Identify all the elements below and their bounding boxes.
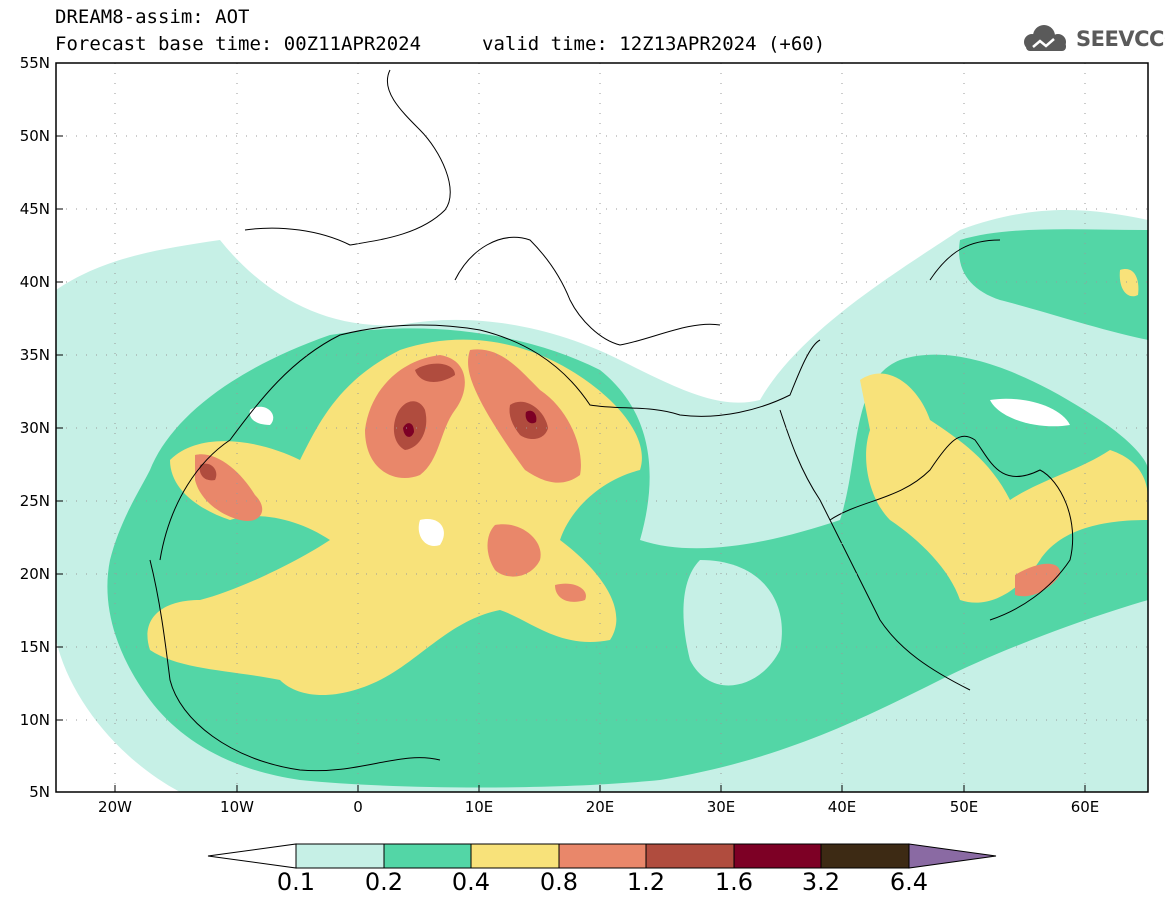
colorbar-segment: [558, 843, 647, 869]
colorbar-label: 0.8: [539, 868, 579, 896]
lon-label: 10E: [465, 798, 494, 816]
coastlines: [149, 69, 1074, 772]
lon-label: 30E: [707, 798, 736, 816]
lat-label: 30N: [20, 419, 50, 437]
colorbar-segment: [820, 843, 910, 869]
lat-label: 10N: [20, 711, 50, 729]
logo-text: SEEVCCC: [1076, 27, 1165, 51]
lat-label: 20N: [20, 565, 50, 583]
base-time: Forecast base time: 00Z11APR2024: [55, 33, 422, 55]
lat-label: 40N: [20, 273, 50, 291]
graticule: [56, 63, 1148, 792]
lon-label: 20W: [98, 798, 132, 816]
colorbar-label: 1.2: [626, 868, 666, 896]
aot-field: [56, 210, 1148, 792]
cloud-icon: [1024, 25, 1066, 51]
map-title: DREAM8-assim: AOT: [55, 6, 250, 28]
colorbar-segment: [645, 843, 735, 869]
colorbar-low-arrow: [207, 843, 297, 869]
colorbar-segment: [295, 843, 385, 869]
seevccc-logo: [1024, 25, 1066, 51]
colorbar-high-arrow: [908, 843, 997, 869]
lat-label: 35N: [20, 346, 50, 364]
clear-areas: [249, 398, 1070, 546]
colorbar-label: 0.4: [451, 868, 491, 896]
lat-labels: 55N 50N 45N 40N 35N 30N 25N 20N 15N 10N …: [20, 54, 50, 801]
lat-label: 5N: [29, 783, 50, 801]
colorbar-segment: [470, 843, 560, 869]
lat-label: 50N: [20, 127, 50, 145]
colorbar: [207, 843, 997, 869]
colorbar-segment: [733, 843, 822, 869]
lon-label: 10W: [220, 798, 254, 816]
lat-label: 45N: [20, 200, 50, 218]
colorbar-segment: [383, 843, 472, 869]
lon-label: 40E: [828, 798, 857, 816]
aot-level-1.6: [403, 410, 537, 437]
lon-labels: 20W 10W 0 10E 20E 30E 40E 50E 60E: [98, 798, 1099, 816]
colorbar-label: 6.4: [889, 868, 929, 896]
lat-label: 55N: [20, 54, 50, 72]
lon-label: 60E: [1071, 798, 1100, 816]
lat-label: 25N: [20, 492, 50, 510]
axis-ticks: [56, 62, 1086, 793]
colorbar-label: 0.1: [276, 868, 316, 896]
colorbar-label: 0.2: [364, 868, 404, 896]
lon-label: 20E: [586, 798, 615, 816]
lat-label: 15N: [20, 638, 50, 656]
colorbar-label: 1.6: [714, 868, 754, 896]
lon-label: 50E: [950, 798, 979, 816]
valid-time: valid time: 12Z13APR2024 (+60): [482, 33, 826, 55]
lon-label: 0: [353, 798, 363, 816]
colorbar-label: 3.2: [801, 868, 841, 896]
